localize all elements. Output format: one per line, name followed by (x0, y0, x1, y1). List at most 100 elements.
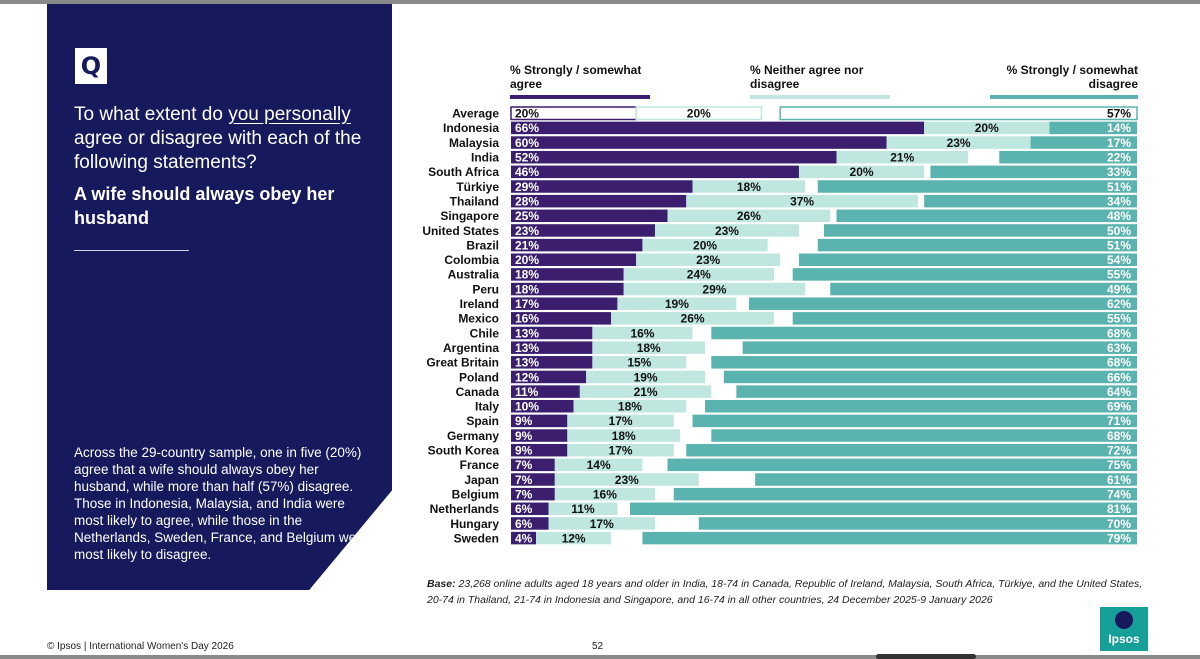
value-neither-sweden: 12% (562, 531, 586, 545)
bar-disagree-malaysia (1030, 136, 1137, 149)
value-agree-colombia: 20% (515, 253, 539, 267)
bar-agree-singapore (511, 209, 668, 223)
bar-agree-australia (511, 268, 624, 281)
country-label-t-rkiye: Türkiye (456, 180, 499, 194)
bar-neither-sweden (536, 531, 612, 545)
horizontal-scrollbar[interactable] (876, 654, 976, 659)
country-label-brazil: Brazil (466, 238, 499, 252)
bar-disagree-colombia (798, 253, 1137, 266)
value-agree-canada: 11% (515, 385, 539, 399)
bar-neither-united-states (654, 224, 799, 237)
country-label-great-britain: Great Britain (426, 356, 499, 370)
question-part-2: agree or disagree with each of the follo… (74, 128, 362, 173)
value-agree-japan: 7% (515, 473, 533, 487)
divider (74, 250, 189, 251)
value-agree-thailand: 28% (515, 194, 539, 208)
value-disagree-italy: 69% (1107, 400, 1131, 414)
country-label-united-states: United States (422, 224, 499, 238)
value-disagree-canada: 64% (1107, 385, 1131, 399)
bar-disagree-united-states (824, 224, 1137, 237)
value-neither-germany: 18% (612, 429, 636, 443)
bar-neither-belgium (554, 487, 655, 501)
country-label-belgium: Belgium (452, 487, 499, 501)
legend-disagree-label: % Strongly / somewhat disagree (1006, 63, 1138, 91)
value-disagree-t-rkiye: 51% (1107, 180, 1131, 194)
value-agree-sweden: 4% (515, 531, 533, 545)
value-neither-malaysia: 23% (947, 136, 971, 150)
bar-disagree-australia (792, 268, 1137, 281)
legend-disagree: % Strongly / somewhat disagree (990, 63, 1138, 99)
bar-disagree-japan (755, 473, 1137, 486)
value-disagree-chile: 68% (1107, 326, 1131, 340)
bar-agree-india (511, 150, 837, 164)
bar-agree-ireland (511, 297, 618, 310)
bar-disagree-italy (705, 400, 1137, 413)
value-disagree-malaysia: 17% (1107, 136, 1131, 150)
statement-title: A wife should always obey her husband (74, 184, 335, 228)
bar-disagree-sweden (642, 531, 1137, 545)
value-agree-united-states: 23% (515, 224, 539, 238)
bar-neither-india (836, 150, 968, 164)
legend-agree-swatch (510, 95, 650, 99)
value-disagree-netherlands: 81% (1107, 502, 1131, 516)
value-agree-netherlands: 6% (515, 502, 533, 516)
bar-disagree-hungary (698, 517, 1137, 530)
country-label-malaysia: Malaysia (449, 136, 499, 150)
legend-neither-label: % Neither agree nor disagree (750, 63, 864, 91)
bar-disagree-mexico (792, 312, 1137, 325)
value-disagree-germany: 68% (1107, 429, 1131, 443)
value-neither-hungary: 17% (590, 517, 614, 531)
value-neither-chile: 16% (630, 326, 654, 340)
value-disagree-indonesia: 14% (1107, 121, 1131, 135)
value-neither-japan: 23% (615, 473, 639, 487)
bar-agree-sweden (511, 531, 537, 545)
bar-neither-t-rkiye (692, 180, 806, 193)
value-neither-average: 20% (687, 107, 711, 121)
bar-agree-mexico (511, 312, 612, 325)
value-neither-thailand: 37% (790, 194, 814, 208)
value-disagree-japan: 61% (1107, 473, 1131, 487)
bar-agree-south-korea (511, 443, 568, 457)
legend-neither-swatch (750, 95, 890, 99)
value-agree-poland: 12% (515, 370, 539, 384)
logo-mark-icon (1115, 611, 1133, 629)
value-neither-canada: 21% (634, 385, 658, 399)
bar-disagree-peru (830, 282, 1137, 296)
country-label-italy: Italy (475, 400, 499, 414)
bar-neither-canada (579, 385, 712, 398)
bar-neither-netherlands (548, 502, 618, 516)
value-neither-ireland: 19% (665, 297, 689, 311)
bar-disagree-spain (692, 414, 1137, 428)
bar-neither-malaysia (886, 136, 1031, 149)
country-label-south-korea: South Korea (428, 444, 500, 458)
bar-neither-colombia (636, 253, 781, 266)
value-agree-germany: 9% (515, 429, 533, 443)
value-disagree-belgium: 74% (1107, 487, 1131, 501)
bar-agree-thailand (511, 194, 687, 208)
bar-neither-singapore (667, 209, 831, 223)
value-disagree-sweden: 79% (1107, 531, 1131, 545)
value-disagree-spain: 71% (1107, 414, 1131, 428)
bar-disagree-argentina (742, 341, 1137, 354)
bar-agree-italy (511, 400, 574, 413)
value-neither-mexico: 26% (681, 312, 705, 326)
bar-neither-great-britain (592, 356, 687, 369)
bar-agree-colombia (511, 253, 637, 266)
bar-disagree-t-rkiye (817, 180, 1137, 193)
value-neither-indonesia: 20% (975, 121, 999, 135)
value-disagree-great-britain: 68% (1107, 356, 1131, 370)
bar-neither-australia (623, 268, 774, 281)
value-neither-brazil: 20% (693, 238, 717, 252)
value-neither-poland: 19% (634, 370, 658, 384)
value-disagree-france: 75% (1107, 458, 1131, 472)
bar-agree-spain (511, 414, 568, 428)
summary-text: Across the 29-country sample, one in fiv… (74, 445, 369, 562)
value-agree-australia: 18% (515, 268, 539, 282)
bar-disagree-india (999, 150, 1137, 164)
value-disagree-singapore: 48% (1107, 209, 1131, 223)
country-label-australia: Australia (448, 268, 500, 282)
bar-neither-south-africa (798, 165, 925, 179)
country-label-india: India (471, 151, 499, 165)
value-agree-hungary: 6% (515, 517, 533, 531)
